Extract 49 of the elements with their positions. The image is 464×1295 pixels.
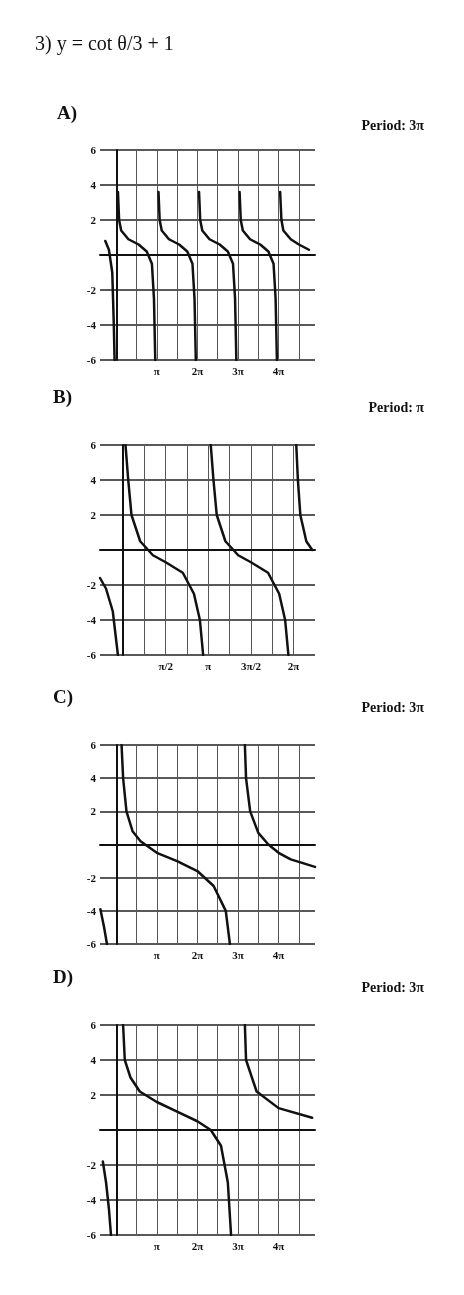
y-tick-label: 6 <box>90 144 97 156</box>
x-tick-label: 3π/2 <box>240 659 262 672</box>
x-tick-label: 4π <box>272 948 285 961</box>
chart-subtitle: A) <box>57 102 78 124</box>
x-tick-label: π/2 <box>158 659 174 672</box>
y-tick-label: 2 <box>90 509 97 521</box>
text: Period: 3π <box>361 699 425 715</box>
x-tick-label: 2π <box>191 1239 204 1252</box>
y-tick-label: 4 <box>90 772 97 785</box>
y-tick-label: -6 <box>86 938 97 950</box>
x-tick-label: 2π <box>191 364 204 377</box>
y-tick-label: -2 <box>86 579 97 591</box>
y-tick-label: -2 <box>86 1159 97 1171</box>
x-tick-label: π <box>153 1239 160 1252</box>
chart-title: B) <box>53 386 72 408</box>
x-tick-label: π <box>153 364 160 377</box>
y-tick-label: 4 <box>90 179 97 191</box>
y-tick-label: -2 <box>86 284 97 296</box>
y-tick-label: -6 <box>86 649 97 661</box>
y-tick-label: 2 <box>90 805 97 818</box>
text: Period: 3π <box>361 979 425 995</box>
y-tick-label: 4 <box>90 474 97 486</box>
y-tick-label: -4 <box>86 614 97 626</box>
x-tick-label: 2π <box>191 948 204 961</box>
y-tick-label: 2 <box>90 1089 97 1101</box>
x-tick-label: 4π <box>272 1239 285 1252</box>
y-tick-label: -6 <box>86 354 97 366</box>
chart-title: C) <box>53 686 74 708</box>
y-tick-label: -4 <box>86 904 97 917</box>
x-tick-label: 3π <box>232 948 244 961</box>
y-tick-label: -2 <box>86 871 97 884</box>
text: Period: 3π <box>361 117 425 133</box>
y-tick-label: 6 <box>90 739 97 751</box>
y-tick-label: 2 <box>90 214 97 226</box>
y-tick-label: 6 <box>90 439 97 451</box>
x-tick-label: π <box>153 948 160 961</box>
x-tick-label: 3π <box>232 1239 244 1252</box>
x-tick-label: π <box>205 659 212 672</box>
chart-title: 3) y = cot θ/3 + 1 <box>35 32 174 55</box>
y-tick-label: -4 <box>86 319 97 331</box>
y-tick-label: -6 <box>86 1229 97 1241</box>
text: Period: π <box>368 399 425 415</box>
x-tick-label: 3π <box>232 364 244 377</box>
x-tick-label: 2π <box>287 659 300 672</box>
y-tick-label: 4 <box>90 1054 97 1066</box>
x-tick-label: 4π <box>272 364 285 377</box>
chart-title: D) <box>53 966 74 988</box>
y-tick-label: 6 <box>90 1019 97 1031</box>
y-tick-label: -4 <box>86 1194 97 1206</box>
